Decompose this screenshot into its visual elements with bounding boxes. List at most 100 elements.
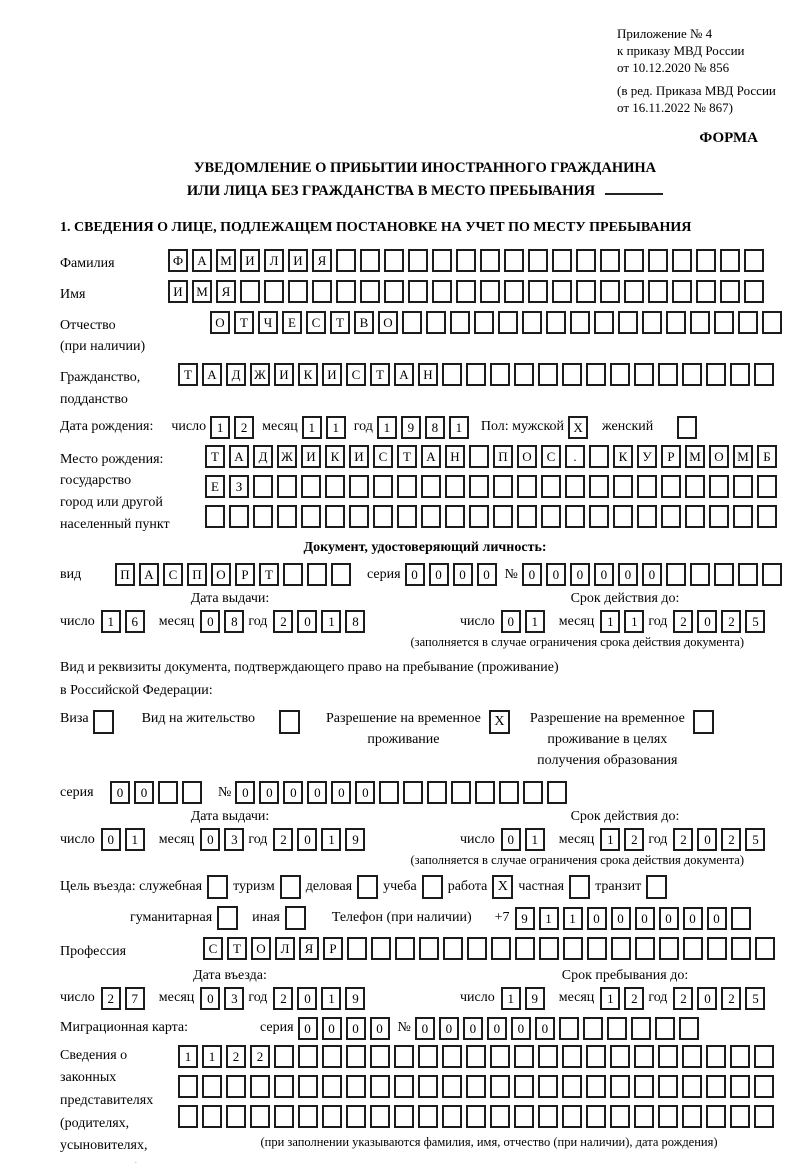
form-cell[interactable]: М xyxy=(685,444,705,468)
form-cell[interactable]: 3 xyxy=(224,828,245,852)
form-cell[interactable]: 9 xyxy=(524,986,545,1010)
form-cell[interactable]: 0 xyxy=(697,828,718,852)
form-cell[interactable] xyxy=(469,474,489,498)
form-cell[interactable]: 0 xyxy=(641,563,662,587)
form-cell[interactable] xyxy=(274,1044,294,1068)
form-cell[interactable] xyxy=(298,1044,318,1068)
form-cell[interactable]: К xyxy=(298,363,318,387)
form-cell[interactable]: 1 xyxy=(448,415,469,439)
form-cell[interactable]: Р xyxy=(323,937,343,961)
form-cell[interactable]: И xyxy=(301,444,321,468)
form-cell[interactable] xyxy=(682,1074,702,1098)
form-cell[interactable] xyxy=(490,1044,510,1068)
form-cell[interactable] xyxy=(754,1074,774,1098)
form-cell[interactable] xyxy=(419,937,439,961)
form-cell[interactable]: 0 xyxy=(428,563,449,587)
form-cell[interactable] xyxy=(469,504,489,528)
form-cell[interactable]: 0 xyxy=(658,906,679,930)
form-cell[interactable] xyxy=(562,1074,582,1098)
form-cell[interactable] xyxy=(538,1074,558,1098)
form-cell[interactable] xyxy=(240,280,260,304)
sex-female-checkbox[interactable] xyxy=(677,415,701,439)
form-cell[interactable] xyxy=(562,363,582,387)
form-cell[interactable]: Т xyxy=(234,310,254,334)
form-cell[interactable] xyxy=(264,280,284,304)
form-cell[interactable] xyxy=(658,1074,678,1098)
form-cell[interactable] xyxy=(370,1104,390,1128)
form-cell[interactable] xyxy=(480,249,500,273)
form-cell[interactable] xyxy=(427,781,448,805)
form-cell[interactable] xyxy=(370,1044,390,1068)
form-cell[interactable] xyxy=(757,504,777,528)
form-cell[interactable] xyxy=(490,363,510,387)
form-cell[interactable] xyxy=(586,1074,606,1098)
form-cell[interactable]: М xyxy=(216,249,236,273)
form-cell[interactable]: С xyxy=(306,310,326,334)
form-cell[interactable]: У xyxy=(637,444,657,468)
form-cell[interactable] xyxy=(672,249,692,273)
form-cell[interactable]: 0 xyxy=(697,986,718,1010)
form-cell[interactable] xyxy=(517,474,537,498)
form-cell[interactable]: 0 xyxy=(521,563,542,587)
form-cell[interactable] xyxy=(589,474,609,498)
form-cell[interactable]: И xyxy=(274,363,294,387)
form-cell[interactable] xyxy=(498,310,518,334)
form-cell[interactable]: Я xyxy=(299,937,319,961)
form-cell[interactable] xyxy=(253,504,273,528)
form-cell[interactable]: К xyxy=(613,444,633,468)
form-cell[interactable] xyxy=(610,363,630,387)
form-cell[interactable] xyxy=(709,504,729,528)
form-cell[interactable] xyxy=(443,937,463,961)
form-cell[interactable]: 0 xyxy=(200,828,221,852)
form-cell[interactable]: Р xyxy=(235,563,255,587)
form-cell[interactable] xyxy=(589,444,609,468)
form-cell[interactable] xyxy=(576,249,596,273)
form-cell[interactable]: 0 xyxy=(297,610,318,634)
form-cell[interactable]: 1 xyxy=(524,610,545,634)
form-cell[interactable] xyxy=(229,504,249,528)
form-cell[interactable] xyxy=(298,1104,318,1128)
form-cell[interactable] xyxy=(442,1074,462,1098)
form-cell[interactable]: 0 xyxy=(593,563,614,587)
form-cell[interactable]: 1 xyxy=(321,986,342,1010)
form-cell[interactable]: В xyxy=(354,310,374,334)
form-cell[interactable]: 0 xyxy=(283,781,304,805)
form-cell[interactable] xyxy=(546,310,566,334)
form-cell[interactable]: 1 xyxy=(624,610,645,634)
form-cell[interactable] xyxy=(202,1104,222,1128)
form-cell[interactable]: А xyxy=(421,444,441,468)
form-cell[interactable]: 9 xyxy=(400,415,421,439)
form-cell[interactable]: 1 xyxy=(210,415,231,439)
form-cell[interactable] xyxy=(757,474,777,498)
form-cell[interactable] xyxy=(178,1104,198,1128)
form-cell[interactable] xyxy=(634,1074,654,1098)
form-cell[interactable] xyxy=(432,249,452,273)
form-cell[interactable]: 2 xyxy=(226,1044,246,1068)
form-cell[interactable] xyxy=(733,504,753,528)
form-cell[interactable] xyxy=(202,1074,222,1098)
form-cell[interactable]: 0 xyxy=(534,1016,555,1040)
form-cell[interactable] xyxy=(552,280,572,304)
form-cell[interactable] xyxy=(274,1104,294,1128)
form-cell[interactable]: 1 xyxy=(100,610,121,634)
form-cell[interactable] xyxy=(754,363,774,387)
form-cell[interactable]: 0 xyxy=(235,781,256,805)
form-cell[interactable] xyxy=(586,1104,606,1128)
form-cell[interactable]: 0 xyxy=(369,1016,390,1040)
form-cell[interactable]: 0 xyxy=(200,986,221,1010)
form-cell[interactable]: . xyxy=(565,444,585,468)
form-cell[interactable] xyxy=(744,249,764,273)
form-cell[interactable] xyxy=(418,1074,438,1098)
form-cell[interactable] xyxy=(394,1044,414,1068)
form-cell[interactable]: С xyxy=(203,937,223,961)
form-cell[interactable]: 7 xyxy=(124,986,145,1010)
purpose-tourism-checkbox[interactable] xyxy=(279,875,301,900)
form-cell[interactable] xyxy=(205,504,225,528)
form-cell[interactable] xyxy=(730,906,751,930)
form-cell[interactable] xyxy=(661,474,681,498)
form-cell[interactable]: С xyxy=(541,444,561,468)
form-cell[interactable] xyxy=(713,563,734,587)
form-cell[interactable] xyxy=(491,937,511,961)
form-cell[interactable] xyxy=(672,280,692,304)
form-cell[interactable] xyxy=(610,1074,630,1098)
